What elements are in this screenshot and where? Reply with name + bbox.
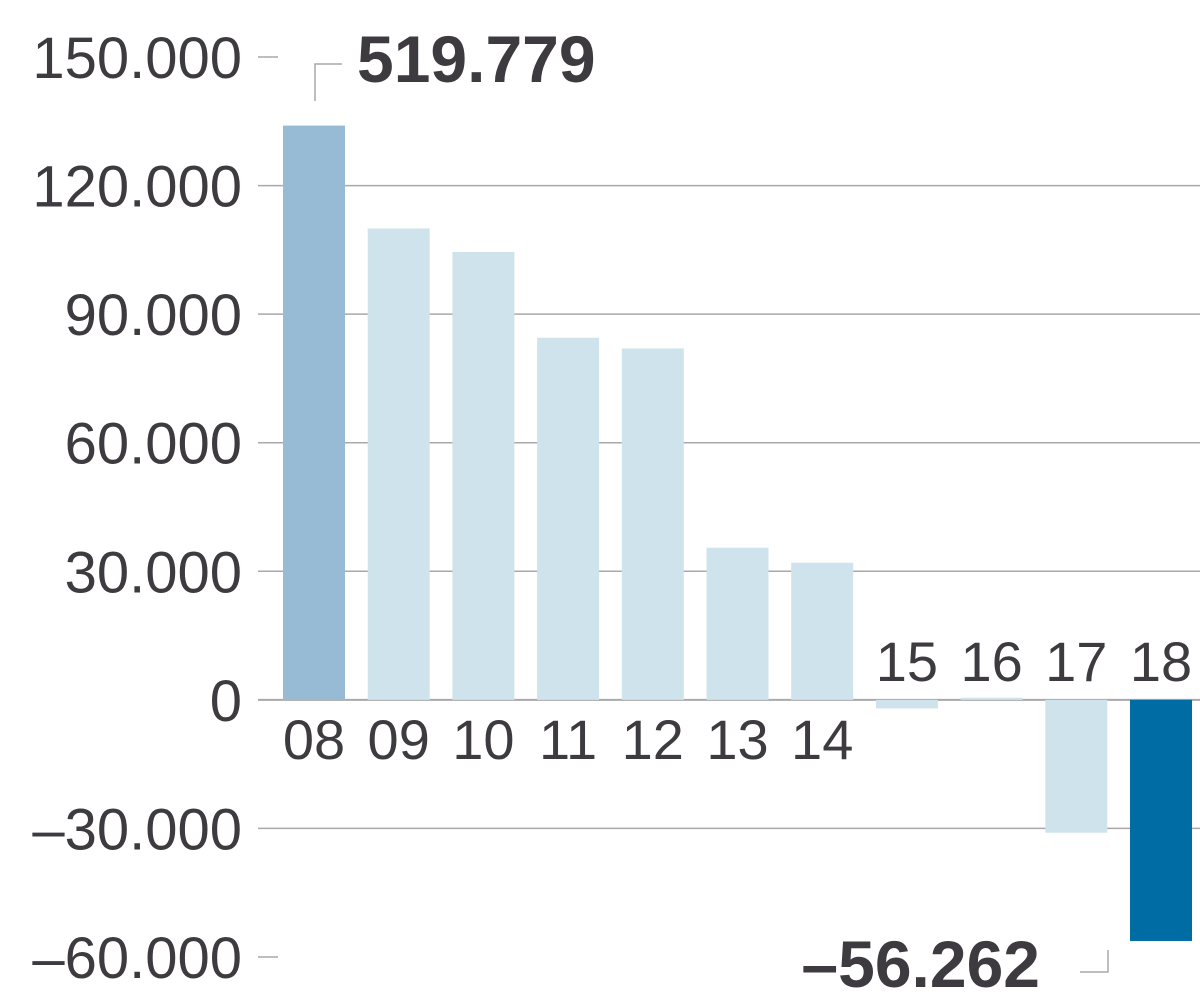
y-tick-label: 120.000 <box>32 155 242 220</box>
y-tick-label: –30.000 <box>32 797 242 862</box>
x-category-label: 16 <box>960 630 1022 693</box>
bar-18 <box>1130 699 1192 941</box>
x-category-label: 12 <box>622 708 684 771</box>
annotations: 519.779 –56.262 <box>314 22 1109 1000</box>
y-tick-label: 0 <box>210 669 242 734</box>
x-category-label: 11 <box>539 708 597 771</box>
min-annotation-label: –56.262 <box>801 927 1040 1000</box>
y-tick-label: 150.000 <box>32 26 242 91</box>
bars <box>283 125 1192 941</box>
x-category-label: 18 <box>1130 630 1192 693</box>
bar-13 <box>706 547 769 700</box>
bar-10 <box>452 252 515 700</box>
x-axis-labels: 08 09 10 11 12 13 14 15 16 17 18 <box>283 630 1192 771</box>
min-annotation-leader <box>1080 950 1109 973</box>
bar-12 <box>621 348 684 700</box>
x-category-label: 08 <box>283 708 345 771</box>
x-category-label: 17 <box>1045 630 1107 693</box>
bar-15 <box>875 699 938 709</box>
y-axis-ticks: 150.000 120.000 90.000 60.000 30.000 0 –30.000… <box>32 26 242 991</box>
y-tick-label: –60.000 <box>32 926 242 991</box>
bar-16 <box>960 697 1023 700</box>
bar-17 <box>1045 699 1108 833</box>
x-category-label: 09 <box>368 708 430 771</box>
max-annotation-label: 519.779 <box>357 22 596 96</box>
x-category-label: 15 <box>876 630 938 693</box>
y-tick-label: 90.000 <box>65 283 242 348</box>
y-tick-label: 30.000 <box>65 540 242 605</box>
bar-08 <box>283 125 345 700</box>
x-category-label: 13 <box>706 708 768 771</box>
y-tick-label: 60.000 <box>65 412 242 477</box>
x-category-label: 10 <box>452 708 514 771</box>
bar-11 <box>537 337 600 700</box>
bar-09 <box>367 228 430 700</box>
bar-14 <box>791 562 854 700</box>
max-annotation-leader <box>314 63 342 101</box>
x-category-label: 14 <box>791 708 853 771</box>
